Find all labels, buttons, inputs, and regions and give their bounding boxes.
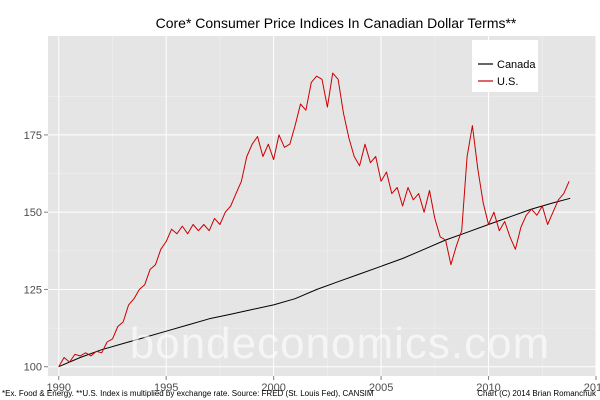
y-axis: 100 125 150 175: [24, 130, 48, 374]
legend-box: [472, 40, 538, 92]
watermark: bondeconomics.com: [130, 319, 551, 368]
plot-panel: [48, 36, 596, 376]
x-tick-label: 2010: [476, 382, 500, 394]
y-tick-label: 175: [24, 130, 42, 142]
legend: Canada U.S.: [472, 40, 538, 92]
series-line-us: [58, 72, 570, 367]
x-tick-label: 2015: [584, 382, 600, 394]
series-layer: [58, 72, 571, 368]
legend-label-canada: Canada: [497, 59, 536, 71]
chart-title: Core* Consumer Price Indices In Canadian…: [156, 15, 517, 31]
x-tick-label: 1995: [154, 382, 178, 394]
footer-source-note: *Ex. Food & Energy. **U.S. Index is mult…: [2, 389, 374, 398]
y-tick-label: 150: [24, 207, 42, 219]
footer-copyright: Chart (C) 2014 Brian Romanchuk: [477, 389, 597, 398]
grid-lines: [48, 36, 597, 376]
legend-label-us: U.S.: [497, 76, 518, 88]
x-tick-label: 2000: [261, 382, 285, 394]
x-tick-label: 1990: [47, 382, 71, 394]
x-axis: 1990 1995 2000 2005 2010 2015: [47, 376, 600, 394]
y-tick-label: 100: [24, 362, 42, 374]
y-tick-label: 125: [24, 284, 42, 296]
x-tick-label: 2005: [369, 382, 393, 394]
